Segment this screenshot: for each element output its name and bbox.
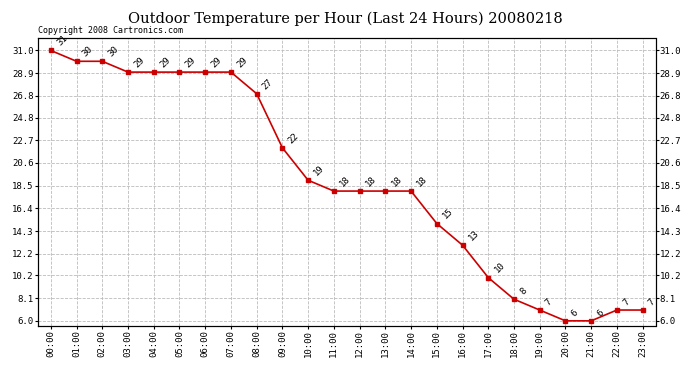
Text: 6: 6 xyxy=(595,308,606,318)
Text: 7: 7 xyxy=(621,297,631,307)
Text: 18: 18 xyxy=(338,174,352,188)
Text: 29: 29 xyxy=(184,56,197,69)
Text: 30: 30 xyxy=(106,45,121,58)
Text: 10: 10 xyxy=(493,261,506,275)
Text: 30: 30 xyxy=(81,45,95,58)
Text: 29: 29 xyxy=(235,56,249,69)
Text: 29: 29 xyxy=(132,56,146,69)
Text: 7: 7 xyxy=(544,297,554,307)
Text: 18: 18 xyxy=(415,174,429,188)
Text: 19: 19 xyxy=(313,164,326,177)
Text: 18: 18 xyxy=(389,174,404,188)
Text: Copyright 2008 Cartronics.com: Copyright 2008 Cartronics.com xyxy=(38,26,183,34)
Text: 22: 22 xyxy=(286,131,301,145)
Text: 13: 13 xyxy=(466,228,481,242)
Text: 18: 18 xyxy=(364,174,377,188)
Text: 29: 29 xyxy=(209,56,224,69)
Text: 27: 27 xyxy=(261,77,275,91)
Text: 29: 29 xyxy=(158,56,172,69)
Text: 7: 7 xyxy=(647,297,657,307)
Text: 8: 8 xyxy=(518,286,529,296)
Text: Outdoor Temperature per Hour (Last 24 Hours) 20080218: Outdoor Temperature per Hour (Last 24 Ho… xyxy=(128,11,562,26)
Text: 6: 6 xyxy=(570,308,580,318)
Text: 31: 31 xyxy=(55,34,69,48)
Text: 15: 15 xyxy=(441,207,455,221)
